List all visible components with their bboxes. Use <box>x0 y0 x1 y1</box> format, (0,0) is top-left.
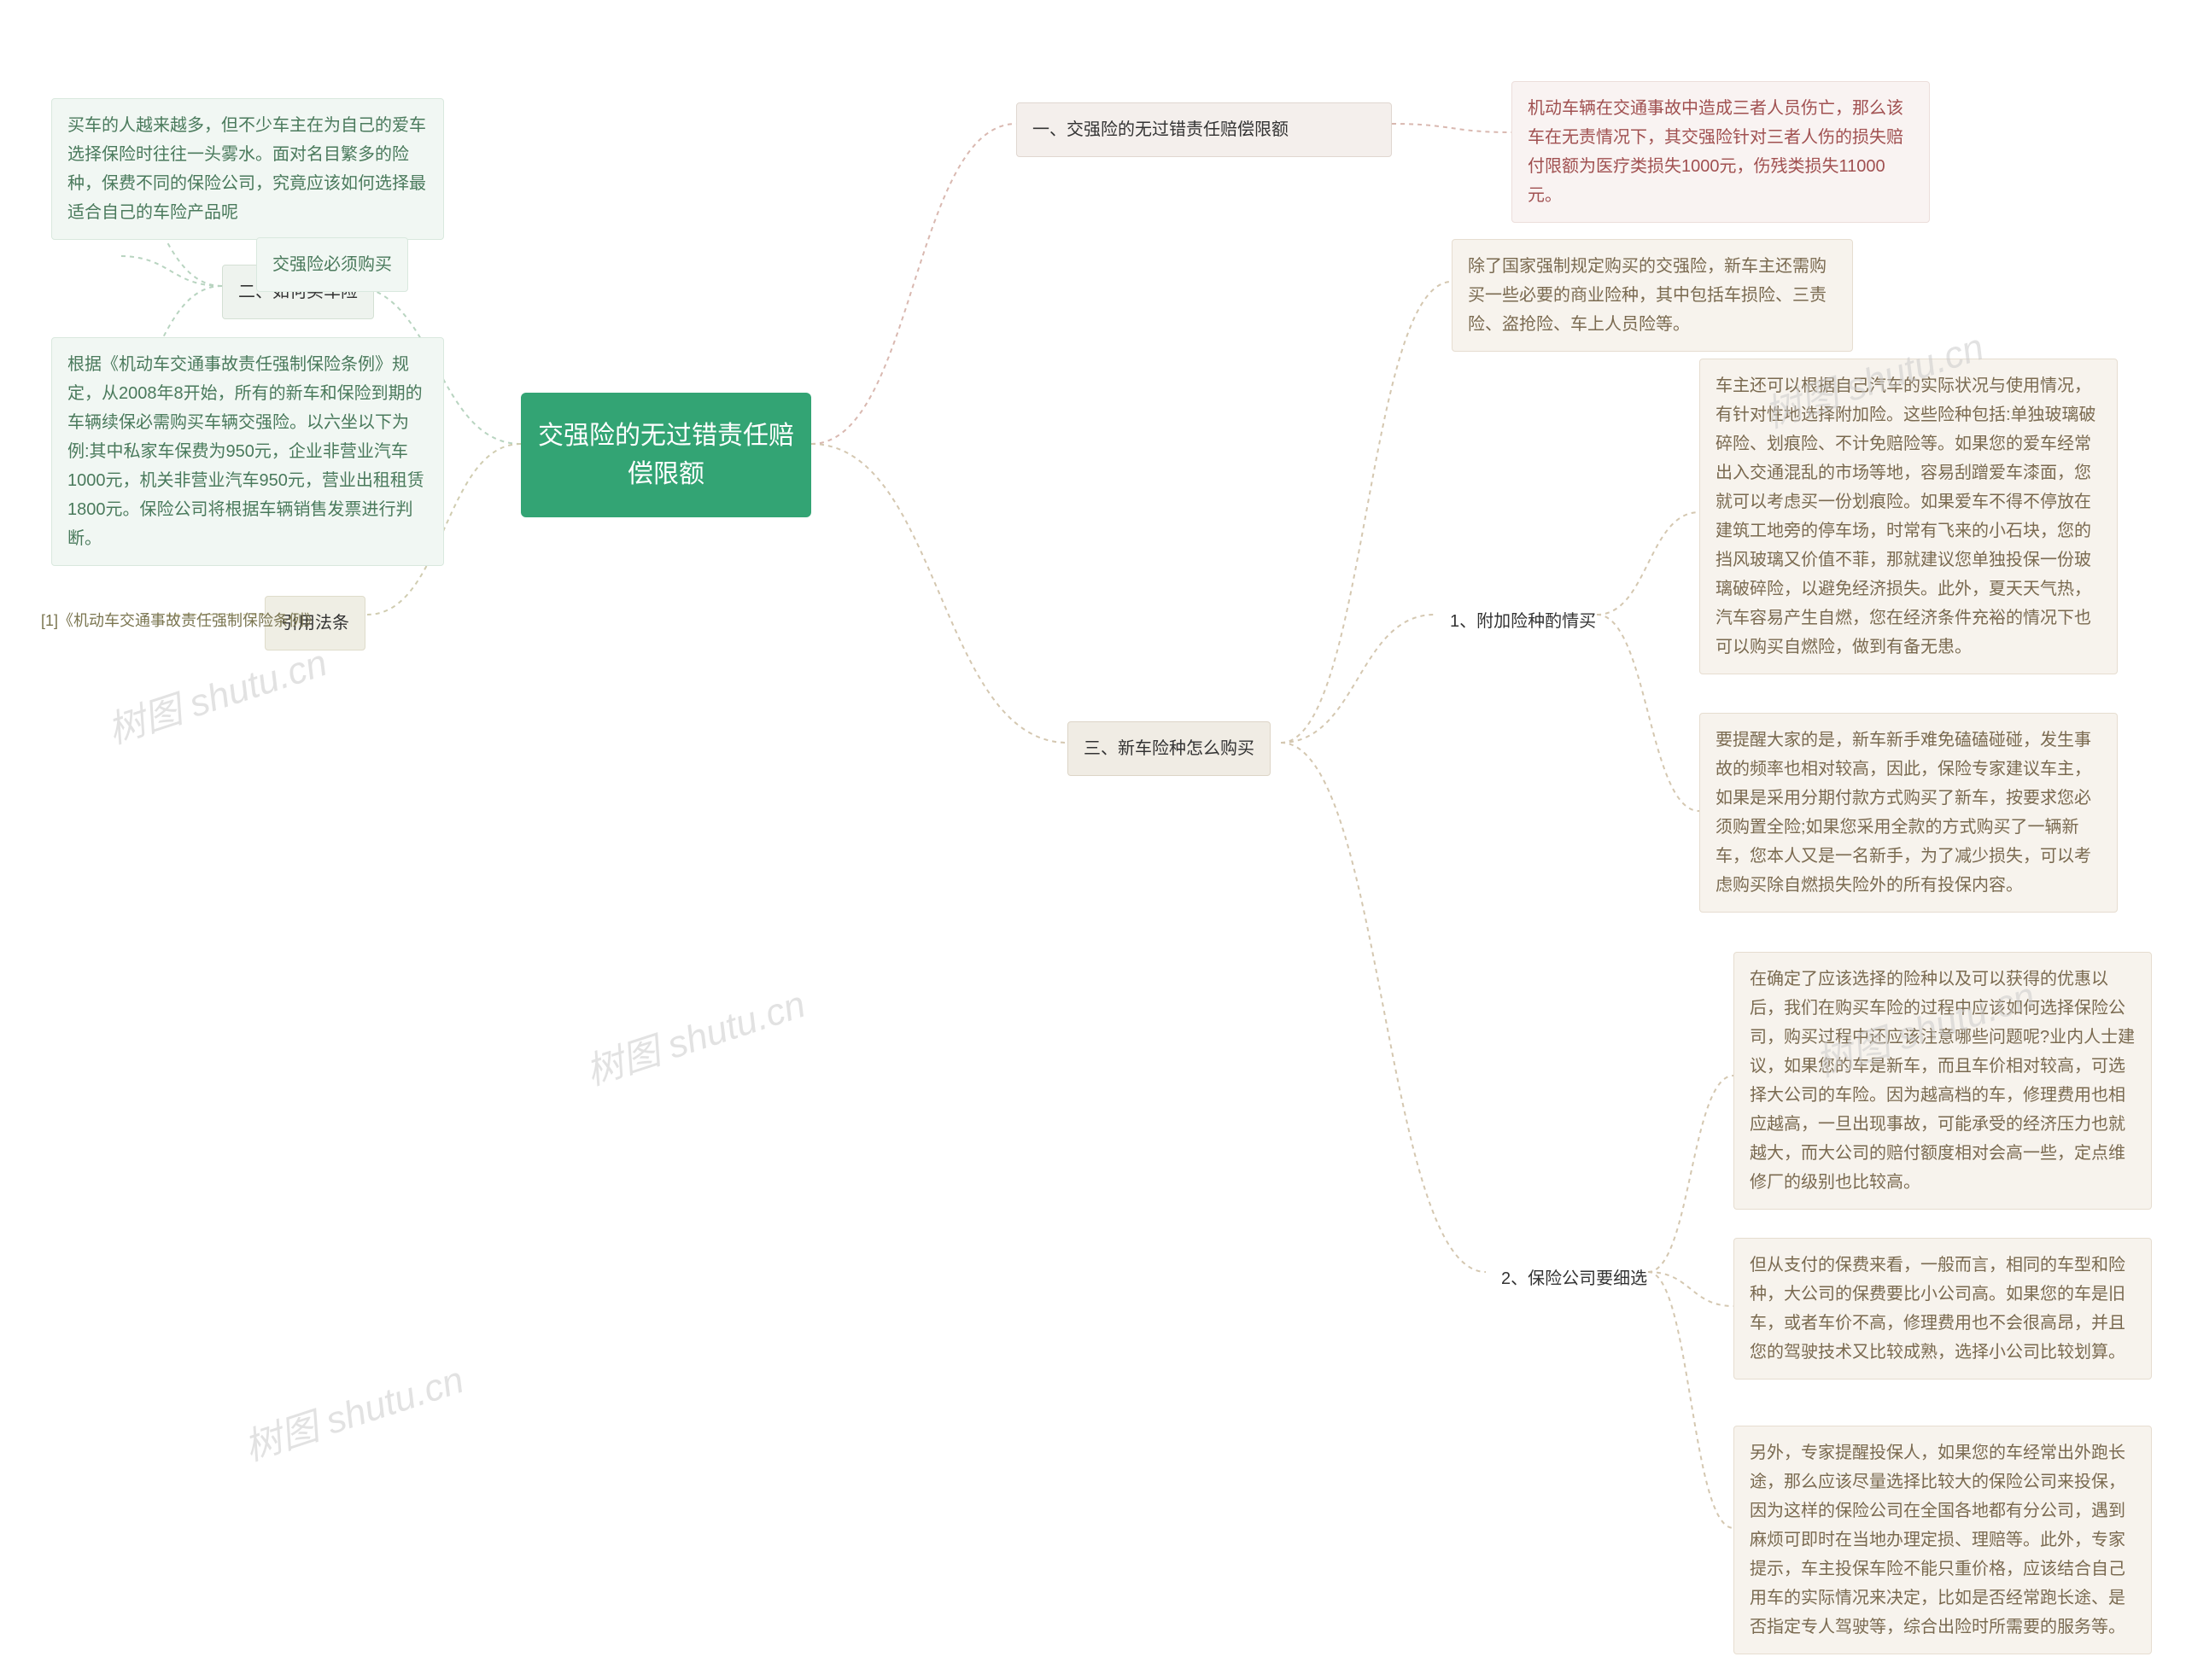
branch-sec1[interactable]: 一、交强险的无过错责任赔偿限额 <box>1016 102 1392 157</box>
leaf-sec2-c: 根据《机动车交通事故责任强制保险条例》规定，从2008年8开始，所有的新车和保险… <box>51 337 444 566</box>
leaf-sec3-2c: 另外，专家提醒投保人，如果您的车经常出外跑长途，那么应该尽量选择比较大的保险公司… <box>1733 1426 2152 1654</box>
leaf-sec3-1b: 要提醒大家的是，新车新手难免磕磕碰碰，发生事故的频率也相对较高，因此，保险专家建… <box>1699 713 2118 913</box>
watermark: 树图 shutu.cn <box>578 973 811 1095</box>
branch-sec3[interactable]: 三、新车险种怎么购买 <box>1067 721 1271 776</box>
leaf-sec3-2a: 在确定了应该选择的险种以及可以获得的优惠以后，我们在购买车险的过程中应该如何选择… <box>1733 952 2152 1210</box>
leaf-sec4-a: [1]《机动车交通事故责任强制保险条例》 <box>34 596 359 646</box>
leaf-sec2-a: 买车的人越来越多，但不少车主在为自己的爱车选择保险时往往一头雾水。面对名目繁多的… <box>51 98 444 240</box>
root-node[interactable]: 交强险的无过错责任赔偿限额 <box>521 393 811 517</box>
leaf-sec3-a: 除了国家强制规定购买的交强险，新车主还需购买一些必要的商业险种，其中包括车损险、… <box>1452 239 1853 352</box>
leaf-sec3-1a: 车主还可以根据自己汽车的实际状况与使用情况，有针对性地选择附加险。这些险种包括:… <box>1699 359 2118 674</box>
leaf-sec1-a: 机动车辆在交通事故中造成三者人员伤亡，那么该车在无责情况下，其交强险针对三者人伤… <box>1511 81 1930 223</box>
watermark: 树图 shutu.cn <box>237 1349 470 1471</box>
leaf-sec3-2b: 但从支付的保费来看，一般而言，相同的车型和险种，大公司的保费要比小公司高。如果您… <box>1733 1238 2152 1380</box>
leaf-sec2-b: 交强险必须购买 <box>256 237 408 292</box>
branch-sec3-1[interactable]: 1、附加险种酌情买 <box>1435 595 1611 648</box>
branch-sec3-2[interactable]: 2、保险公司要细选 <box>1486 1252 1663 1305</box>
